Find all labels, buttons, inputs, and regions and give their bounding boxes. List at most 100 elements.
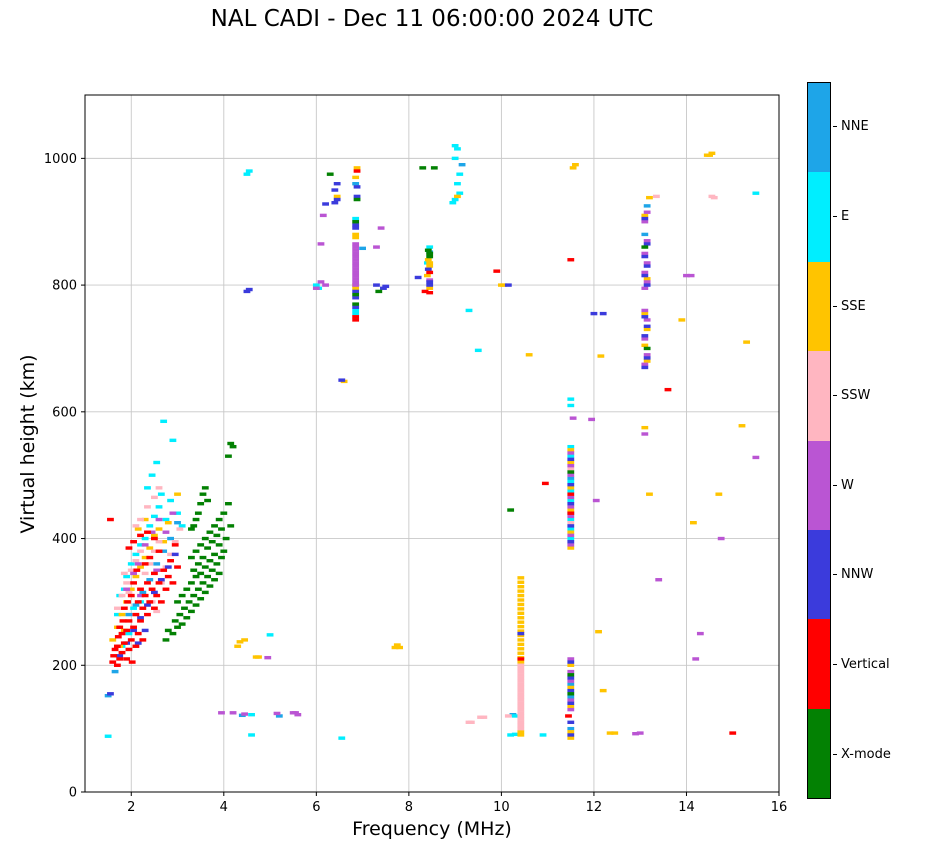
data-point-w [273,711,281,716]
data-point-ssw [517,695,525,699]
data-point-ssw [137,517,144,522]
data-point-nnw [567,701,575,705]
data-point-w [312,286,320,290]
data-point-sse [517,585,525,589]
data-point-nnw [245,287,253,292]
data-point-vertical [113,644,121,648]
data-point-vertical [167,559,174,563]
data-point-nne [567,726,575,731]
data-point-sse [353,166,361,170]
data-point-e [141,536,149,541]
data-point-x-mode [169,631,177,636]
data-point-w [352,248,360,252]
data-point-w [155,517,163,522]
data-point-sse [164,521,172,525]
data-point-ssw [113,606,121,610]
data-point-e [130,606,137,610]
data-point-ssw [710,195,718,200]
data-point-vertical [174,565,181,569]
data-point-nnw [331,201,339,205]
data-point-sse [255,655,262,659]
data-point-nnw [352,305,360,309]
data-point-w [148,530,156,534]
data-point-w [641,286,649,290]
data-point-w [632,732,639,736]
data-point-sse [517,651,525,655]
data-point-vertical [125,546,133,550]
data-point-x-mode [218,555,225,560]
data-point-w [153,568,161,572]
data-point-sse [569,166,577,170]
data-point-sse [567,486,575,490]
data-point-nne [160,549,168,553]
data-point-ssw [127,568,135,572]
data-point-x-mode [190,568,198,572]
data-point-x-mode [162,638,170,642]
data-point-x-mode [190,593,198,598]
data-point-ssw [517,692,525,696]
data-point-sse [352,232,360,237]
data-point-w [218,711,225,715]
colorbar-segment-nne [808,83,830,173]
data-point-w [352,251,360,256]
data-point-x-mode [215,571,223,576]
data-point-vertical [567,492,575,496]
data-point-nnw [157,578,165,582]
data-point-e [426,245,434,249]
data-point-ssw [517,682,525,686]
data-point-sse [500,283,508,287]
data-point-e [132,552,140,557]
colorbar-label-w: W [833,478,854,493]
data-point-w [643,353,651,357]
data-point-sse [611,731,619,735]
data-point-vertical [148,587,156,591]
data-point-ssw [517,666,525,671]
data-point-nne [567,476,575,481]
data-point-nnw [504,283,512,287]
data-point-w [567,679,575,683]
data-point-sse [678,318,686,322]
y-tick-label: 400 [52,532,77,547]
data-point-w [141,543,149,547]
chart-title: NAL CADI - Dec 11 06:00:00 2024 UTC [210,6,654,32]
data-point-x-mode [178,622,186,626]
colorbar-label-nnw: NNW [833,567,873,582]
data-point-vertical [134,631,142,636]
data-point-sse [517,589,525,593]
data-point-sse [454,194,461,199]
data-point-ssw [517,669,525,674]
data-point-sse [517,638,525,642]
data-point-e [167,498,174,503]
data-point-nne [111,669,119,674]
data-point-w [641,308,649,313]
data-point-e [174,511,181,515]
data-point-vertical [123,628,131,633]
data-point-ssw [652,194,660,199]
data-point-e [456,191,464,195]
data-point-nne [567,682,575,686]
data-point-nnw [331,188,339,192]
data-point-ssw [517,679,525,683]
y-tick-label: 800 [52,279,77,294]
data-point-sse [151,533,158,538]
data-point-nnw [567,501,575,506]
data-point-sse [567,460,575,465]
data-point-e [474,348,482,353]
data-point-vertical [729,731,737,735]
data-point-nnw [380,286,387,290]
data-point-e [160,419,168,424]
azimuth-colorbar [807,82,831,799]
data-point-sse [597,354,605,358]
data-point-vertical [125,619,133,623]
data-point-sse [646,492,653,496]
data-point-nnw [424,267,432,271]
data-point-nne [104,693,112,698]
data-point-w [643,210,651,214]
data-point-x-mode [188,527,195,531]
data-point-e [153,460,161,465]
data-point-w [352,280,360,284]
data-point-x-mode [201,590,209,595]
data-point-sse [567,663,575,667]
data-point-ssw [120,571,128,576]
data-point-w [352,261,360,265]
